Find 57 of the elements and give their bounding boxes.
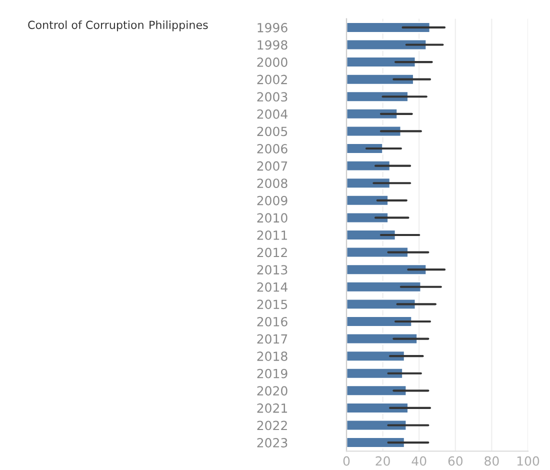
y-tick-label: 2020 bbox=[257, 386, 288, 396]
bar bbox=[346, 350, 406, 362]
y-tick-label: 2014 bbox=[257, 282, 288, 292]
y-tick-label: 2011 bbox=[257, 230, 288, 240]
text: Philippines bbox=[150, 20, 208, 32]
bar bbox=[346, 264, 428, 276]
x-tick-label: 0 bbox=[343, 456, 350, 466]
y-tick-label: 2003 bbox=[257, 92, 288, 102]
bar bbox=[346, 402, 409, 414]
y-tick-label: 2017 bbox=[257, 334, 288, 344]
bar bbox=[346, 38, 428, 51]
bar bbox=[346, 73, 414, 86]
y-tick-label: 1998 bbox=[258, 40, 288, 50]
x-tick-label: 60 bbox=[448, 456, 463, 466]
y-tick-label: 2019 bbox=[257, 368, 288, 378]
x-tick-label: 80 bbox=[484, 456, 499, 466]
y-tick-label: 2007 bbox=[257, 161, 288, 171]
y-tick-label: 2012 bbox=[257, 248, 287, 258]
bar bbox=[346, 160, 391, 172]
text: Control of Corruption bbox=[28, 20, 144, 32]
bar bbox=[346, 316, 413, 328]
bar bbox=[346, 384, 408, 397]
y-tick-label: 1996 bbox=[258, 22, 288, 32]
y-tick-label: 2022 bbox=[257, 420, 287, 430]
bar bbox=[346, 332, 418, 345]
x-tick-label: 100 bbox=[517, 456, 540, 466]
y-tick-label: 2023 bbox=[257, 438, 288, 448]
y-tick-label: 2016 bbox=[257, 316, 288, 326]
bar bbox=[346, 90, 409, 103]
x-tick-label: 40 bbox=[412, 456, 426, 466]
bar bbox=[346, 194, 389, 206]
y-tick-label: 2021 bbox=[257, 403, 288, 413]
y-tick-label: 2002 bbox=[257, 74, 287, 84]
y-tick-label: 2000 bbox=[257, 58, 288, 67]
x-tick-label: 20 bbox=[376, 456, 390, 466]
bar bbox=[346, 419, 408, 432]
y-tick-label: 2015 bbox=[257, 300, 288, 310]
bar bbox=[346, 229, 396, 241]
bar bbox=[346, 367, 404, 380]
y-tick-label: 2018 bbox=[257, 352, 288, 361]
bar bbox=[346, 177, 391, 189]
y-tick-label: 2004 bbox=[257, 109, 288, 119]
bar bbox=[346, 142, 384, 154]
y-tick-label: 2005 bbox=[257, 126, 288, 136]
y-tick-label: 2009 bbox=[257, 196, 288, 206]
y-tick-label: 2013 bbox=[257, 265, 288, 275]
bar bbox=[346, 298, 416, 310]
bar bbox=[346, 56, 416, 68]
y-tick-label: 2006 bbox=[257, 144, 288, 154]
bar bbox=[346, 436, 406, 448]
y-tick-label: 2010 bbox=[257, 213, 288, 223]
bar bbox=[346, 281, 422, 293]
bar bbox=[346, 246, 409, 258]
bar bbox=[346, 108, 398, 120]
bar bbox=[346, 212, 389, 224]
y-tick-label: 2008 bbox=[257, 178, 288, 188]
bar bbox=[346, 22, 431, 34]
